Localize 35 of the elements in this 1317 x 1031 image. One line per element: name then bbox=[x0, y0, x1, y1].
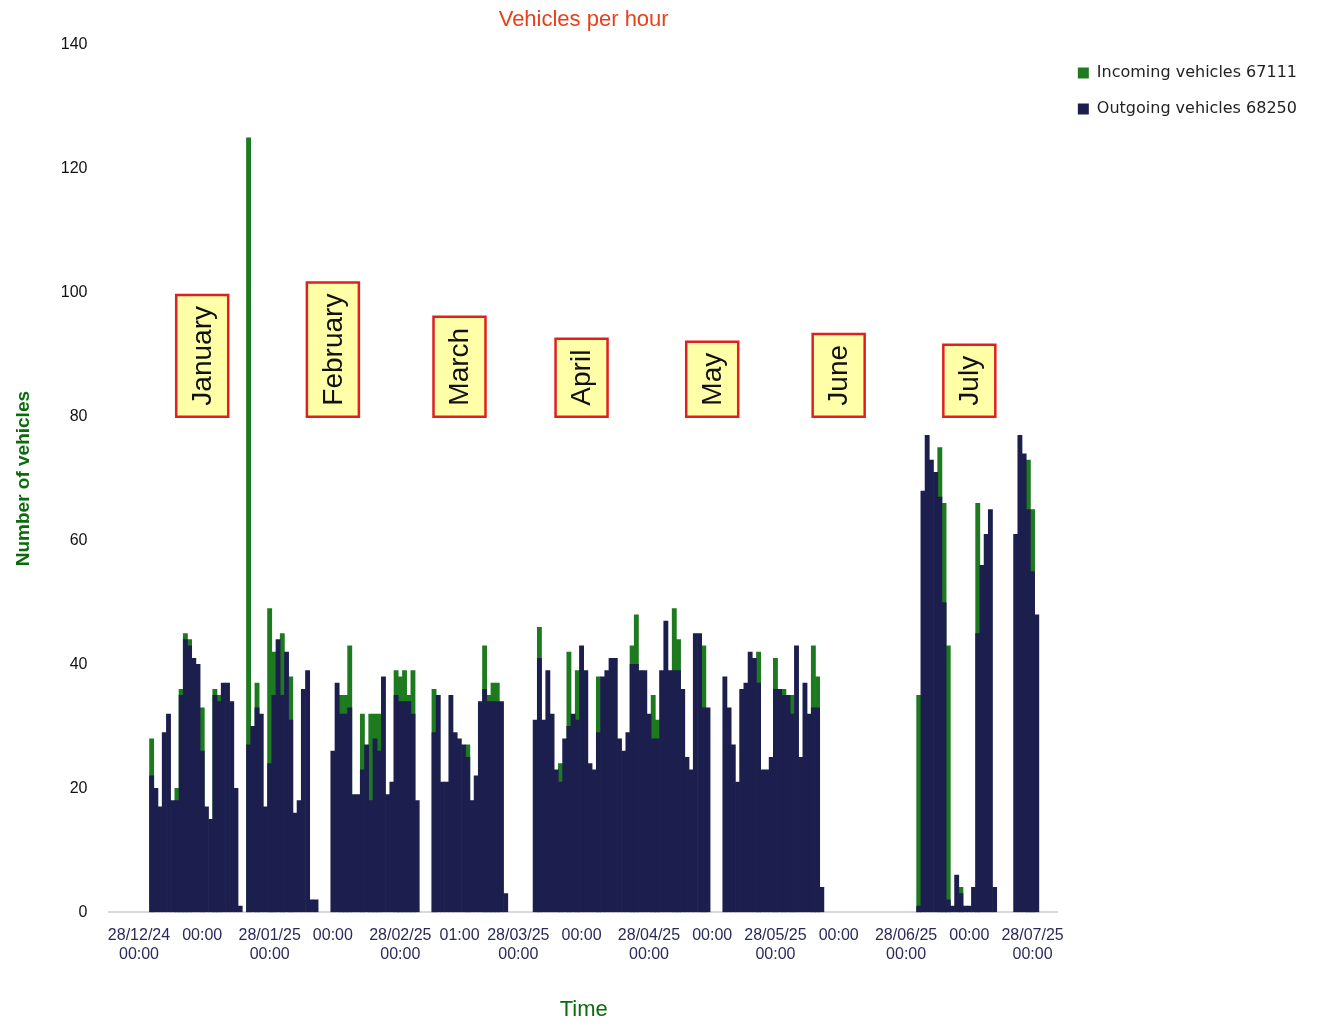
x-tick-label: 00:00 bbox=[182, 926, 223, 944]
annotation: February bbox=[316, 293, 348, 406]
annotation: March bbox=[443, 327, 475, 406]
x-tick-label: 28/03/25 00:00 bbox=[487, 926, 550, 963]
y-tick-label: 140 bbox=[60, 35, 88, 53]
x-tick-label: 00:00 bbox=[561, 926, 602, 944]
y-axis-title: Number of vehicles bbox=[11, 390, 33, 567]
y-tick-label: 100 bbox=[60, 283, 88, 301]
annotation: April bbox=[565, 349, 597, 406]
x-tick-label: 28/01/25 00:00 bbox=[238, 926, 301, 963]
x-tick-label: 28/12/24 00:00 bbox=[107, 926, 171, 963]
x-tick-label: 00:00 bbox=[818, 926, 859, 944]
x-tick-label: 00:00 bbox=[692, 926, 733, 944]
y-tick-label: 0 bbox=[78, 902, 88, 920]
x-tick-label: 01:00 bbox=[439, 926, 480, 944]
annotation: June bbox=[822, 344, 854, 406]
y-tick-label: 20 bbox=[69, 778, 88, 796]
annotation: January bbox=[185, 306, 217, 406]
x-axis-title: Time bbox=[559, 995, 608, 1021]
x-tick-label: 28/07/25 00:00 bbox=[1001, 926, 1064, 963]
y-tick-label: 120 bbox=[60, 159, 88, 177]
y-tick-label: 40 bbox=[69, 654, 88, 672]
x-tick-label: 00:00 bbox=[949, 926, 990, 944]
y-tick-label: 60 bbox=[69, 530, 88, 548]
y-tick-label: 80 bbox=[69, 407, 88, 425]
annotation: July bbox=[953, 355, 985, 406]
x-tick-label: 28/02/25 00:00 bbox=[369, 926, 432, 963]
x-tick-label: 28/06/25 00:00 bbox=[874, 926, 938, 963]
chart-title: Vehicles per hour bbox=[498, 6, 669, 32]
legend-label: Outgoing vehicles 68250 bbox=[1096, 98, 1297, 118]
annotation: May bbox=[695, 352, 727, 406]
legend-label: Incoming vehicles 67111 bbox=[1096, 62, 1298, 82]
x-tick-label: 28/05/25 00:00 bbox=[744, 926, 807, 963]
x-tick-label: 00:00 bbox=[312, 926, 353, 944]
x-tick-label: 28/04/25 00:00 bbox=[617, 926, 681, 963]
